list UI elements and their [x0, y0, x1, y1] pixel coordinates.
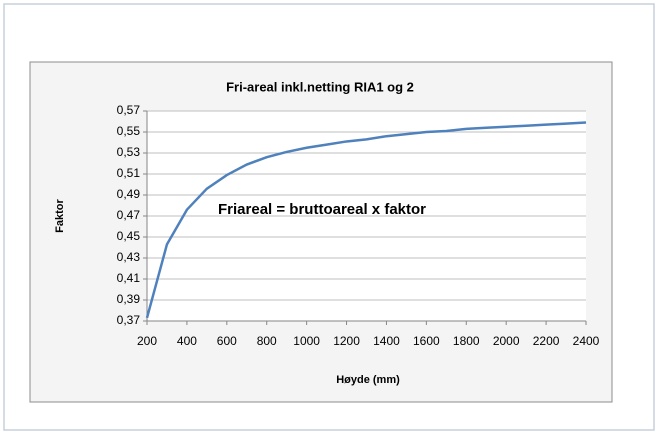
x-tick-label: 2000	[493, 334, 520, 348]
x-tick-label: 1600	[413, 334, 440, 348]
x-tick-label: 2200	[533, 334, 560, 348]
x-tick-label: 600	[217, 334, 237, 348]
x-axis-label: Høyde (mm)	[336, 374, 400, 386]
x-tick-label: 1000	[293, 334, 320, 348]
y-tick-label: 0,43	[117, 250, 141, 264]
x-tick-label: 1400	[373, 334, 400, 348]
chart-title: Fri-areal inkl.netting RIA1 og 2	[226, 79, 414, 94]
x-tick-label: 1200	[333, 334, 360, 348]
x-tick-label: 200	[137, 334, 157, 348]
annotation: Friareal = bruttoareal x faktor	[218, 201, 426, 218]
y-tick-label: 0,39	[117, 292, 141, 306]
y-tick-label: 0,41	[117, 271, 141, 285]
x-tick-label: 400	[177, 334, 197, 348]
data-line	[145, 121, 587, 319]
y-tick-label: 0,47	[117, 208, 141, 222]
y-tick-label: 0,55	[117, 124, 141, 138]
y-tick-label: 0,45	[117, 229, 141, 243]
y-tick-label: 0,49	[117, 187, 141, 201]
y-tick-label: 0,53	[117, 145, 141, 159]
x-tick-label: 1800	[453, 334, 480, 348]
x-tick-label: 800	[257, 334, 277, 348]
y-tick-label: 0,51	[117, 166, 141, 180]
x-tick-label: 2400	[573, 334, 600, 348]
y-tick-label: 0,37	[117, 313, 141, 327]
y-tick-label: 0,57	[117, 103, 141, 117]
y-axis-label: Faktor	[54, 198, 66, 232]
